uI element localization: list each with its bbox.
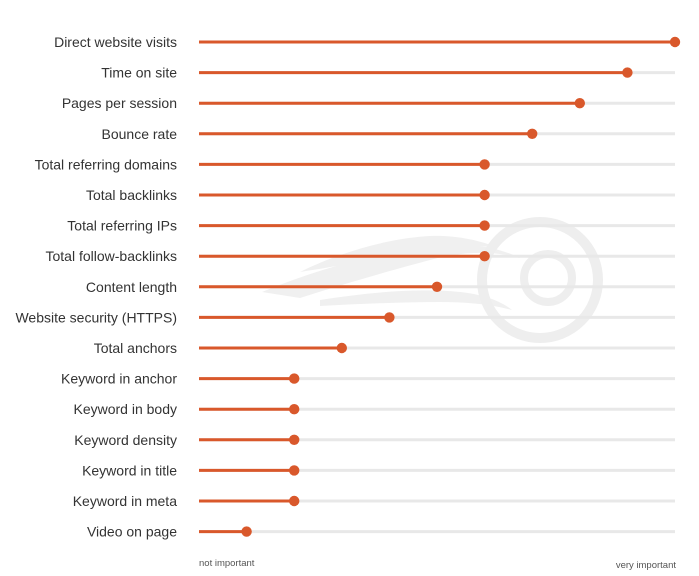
category-label: Total backlinks (86, 187, 177, 203)
category-label: Keyword in anchor (61, 371, 177, 387)
value-marker (336, 342, 347, 354)
category-label: Keyword in meta (73, 493, 177, 509)
value-marker (384, 312, 395, 323)
marker-group (241, 36, 681, 537)
value-marker (622, 67, 633, 78)
category-label: Total follow-backlinks (46, 248, 178, 264)
value-marker (669, 36, 681, 48)
watermark-ring-inner (520, 250, 576, 306)
axis-min-label: not important (199, 558, 255, 569)
value-marker (289, 465, 300, 476)
category-label: Website security (HTTPS) (15, 309, 177, 325)
watermark-flame (320, 290, 512, 310)
category-label: Content length (86, 279, 177, 295)
category-label: Pages per session (62, 95, 177, 111)
category-label: Keyword in body (73, 401, 177, 417)
value-marker (479, 189, 490, 201)
category-label: Total referring domains (35, 156, 177, 172)
category-label: Direct website visits (54, 34, 177, 50)
value-marker (289, 495, 300, 507)
value-marker (241, 526, 252, 537)
category-label: Keyword density (74, 432, 177, 448)
category-label: Keyword in title (82, 462, 177, 478)
category-label: Total anchors (94, 340, 177, 356)
category-label-group: Direct website visits Time on site Pages p… (15, 34, 177, 540)
watermark-flame (300, 235, 498, 272)
value-marker (289, 404, 300, 415)
category-label: Bounce rate (102, 126, 178, 142)
watermark-logo (262, 217, 603, 343)
value-marker (527, 128, 538, 139)
category-label: Video on page (87, 524, 177, 540)
category-label: Time on site (101, 65, 177, 81)
watermark-flame (262, 244, 520, 298)
value-marker (289, 434, 300, 445)
category-label: Total referring IPs (67, 218, 177, 234)
value-line-group (199, 40, 675, 534)
value-marker (479, 220, 490, 231)
value-marker (574, 98, 585, 109)
axis-max-label: very important (616, 560, 677, 571)
value-marker (289, 373, 300, 384)
value-marker (431, 281, 443, 292)
value-marker (479, 159, 490, 170)
value-marker (479, 251, 490, 262)
watermark-ring (477, 217, 603, 343)
